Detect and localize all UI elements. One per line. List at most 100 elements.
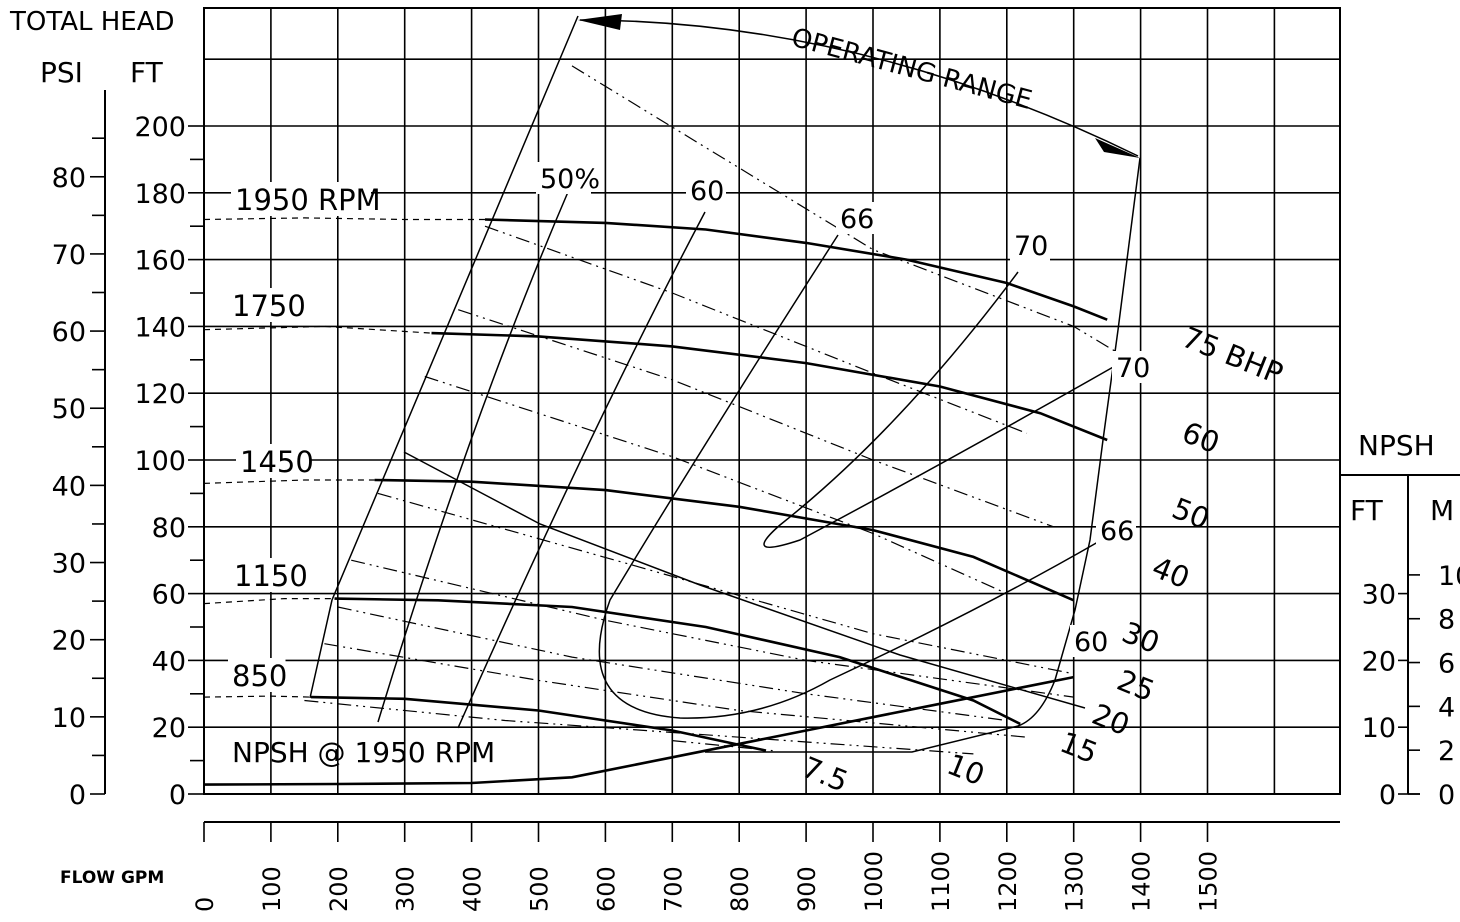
speed-label-bg bbox=[228, 288, 302, 322]
bhp-label: 10 bbox=[942, 747, 989, 792]
psi-tick-label: 30 bbox=[52, 549, 86, 580]
ft-tick-label: 60 bbox=[152, 580, 186, 611]
efficiency-70-curve bbox=[763, 271, 1116, 548]
x-tick-label: 400 bbox=[459, 866, 487, 912]
efficiency-label-bg bbox=[1112, 351, 1152, 383]
npsh-curve-label: NPSH @ 1950 RPM bbox=[232, 736, 495, 769]
speed-curve-label: 1750 bbox=[232, 289, 306, 323]
operating-range-left-boundary bbox=[309, 15, 579, 699]
bhp-line bbox=[424, 375, 1008, 595]
efficiency-label: 60 bbox=[1074, 627, 1108, 658]
efficiency-label-bg bbox=[536, 162, 591, 194]
efficiency-60-curve bbox=[457, 211, 706, 729]
speed-label-bg bbox=[236, 444, 310, 478]
npsh-ft-tick-label: 0 bbox=[1379, 780, 1396, 811]
npsh-m-label: M bbox=[1430, 494, 1454, 527]
ft-tick-label: 180 bbox=[134, 179, 186, 210]
speed-curve bbox=[374, 478, 1075, 602]
x-tick-label: 200 bbox=[325, 866, 353, 912]
npsh-m-tick-label: 10 bbox=[1438, 561, 1460, 592]
speed-label-bg bbox=[231, 182, 371, 216]
npsh-ft-tick-label: 30 bbox=[1362, 580, 1396, 611]
speed-curve-label: 1450 bbox=[240, 445, 314, 479]
x-tick-label: 100 bbox=[258, 866, 286, 912]
x-tick-label: 1000 bbox=[860, 851, 888, 912]
psi-tick-label: 60 bbox=[52, 317, 86, 348]
operating-range-right-boundary bbox=[1017, 157, 1141, 727]
bhp-line bbox=[351, 559, 1074, 698]
ft-tick-label: 140 bbox=[134, 312, 186, 343]
psi-tick-label: 20 bbox=[52, 626, 86, 657]
arrow-head-left bbox=[578, 14, 622, 30]
operating-range-annotation: OPERATING RANGE bbox=[788, 23, 1035, 116]
x-axis-label: FLOW GPM bbox=[60, 868, 164, 888]
efficiency-label: 60 bbox=[690, 176, 724, 207]
efficiency-label: 66 bbox=[840, 204, 874, 235]
operating-range-bottom-boundary bbox=[705, 725, 1019, 753]
psi-tick-label: 40 bbox=[52, 471, 86, 502]
ft-tick-label: 200 bbox=[134, 112, 186, 143]
efficiency-label-bg bbox=[1070, 625, 1110, 657]
psi-tick-label: 70 bbox=[52, 240, 86, 271]
speed-curve-label: 850 bbox=[232, 659, 287, 693]
npsh-m-tick-label: 6 bbox=[1438, 649, 1455, 680]
speed-curve bbox=[334, 597, 1021, 726]
efficiency-label-bg bbox=[1010, 229, 1050, 261]
npsh-curve bbox=[203, 675, 1074, 786]
efficiency-66-curve bbox=[598, 234, 1099, 719]
speed-curve-extension bbox=[203, 217, 485, 221]
psi-tick-label: 80 bbox=[52, 163, 86, 194]
speed-curve-extension bbox=[203, 479, 375, 484]
operating-range-arc bbox=[579, 19, 1139, 157]
speed-curve-extension bbox=[203, 695, 312, 698]
ft-axis-label: FT bbox=[130, 56, 164, 89]
npsh-axis-label: NPSH bbox=[1358, 429, 1435, 462]
speed-label-bg bbox=[228, 658, 286, 692]
ft-tick-label: 100 bbox=[134, 446, 186, 477]
bhp-label: 40 bbox=[1147, 550, 1194, 595]
npsh-m-tick-label: 2 bbox=[1438, 736, 1455, 767]
x-tick-label: 500 bbox=[526, 866, 554, 912]
x-tick-label: 1100 bbox=[927, 851, 955, 912]
y-group-label: TOTAL HEAD bbox=[9, 7, 175, 37]
psi-tick-label: 50 bbox=[52, 394, 86, 425]
speed-curve-label: 1950 RPM bbox=[235, 183, 381, 217]
ft-tick-label: 40 bbox=[152, 646, 186, 677]
efficiency-label: 70 bbox=[1014, 231, 1048, 262]
bhp-line bbox=[304, 699, 974, 755]
x-tick-label: 900 bbox=[793, 866, 821, 912]
x-tick-label: 0 bbox=[191, 897, 219, 912]
speed-curve bbox=[310, 695, 767, 752]
efficiency-label: 66 bbox=[1100, 516, 1134, 547]
efficiency-label: 50% bbox=[540, 164, 600, 195]
bhp-line bbox=[484, 225, 1028, 434]
speed-curve-label: 1150 bbox=[234, 559, 308, 593]
x-tick-label: 1400 bbox=[1128, 851, 1156, 912]
psi-axis-label: PSI bbox=[40, 56, 83, 89]
curves-layer bbox=[203, 14, 1141, 786]
efficiency-label-bg bbox=[1096, 514, 1136, 546]
x-tick-label: 700 bbox=[659, 866, 687, 912]
bhp-label: 25 bbox=[1112, 663, 1159, 708]
x-tick-label: 600 bbox=[592, 866, 620, 912]
psi-tick-label: 0 bbox=[69, 780, 86, 811]
x-tick-label: 800 bbox=[726, 866, 754, 912]
x-tick-label: 1200 bbox=[994, 851, 1022, 912]
ft-tick-label: 20 bbox=[152, 713, 186, 744]
npsh-m-tick-label: 0 bbox=[1438, 780, 1455, 811]
efficiency-50-curve bbox=[377, 191, 569, 723]
speed-curve bbox=[484, 218, 1108, 321]
efficiency-label-bg bbox=[686, 174, 726, 206]
efficiency-label-bg bbox=[836, 202, 876, 234]
speed-label-bg bbox=[230, 558, 304, 592]
psi-tick-label: 10 bbox=[52, 703, 86, 734]
npsh-ft-tick-label: 20 bbox=[1362, 646, 1396, 677]
bhp-line bbox=[377, 492, 1074, 675]
bhp-label: 75 BHP bbox=[1177, 320, 1287, 391]
npsh-m-tick-label: 8 bbox=[1438, 605, 1455, 636]
bhp-line bbox=[337, 606, 1007, 722]
speed-curve-extension bbox=[203, 598, 335, 605]
bhp-line bbox=[324, 643, 1027, 738]
efficiency-60-lower-curve bbox=[403, 451, 1086, 709]
ft-tick-label: 80 bbox=[152, 513, 186, 544]
